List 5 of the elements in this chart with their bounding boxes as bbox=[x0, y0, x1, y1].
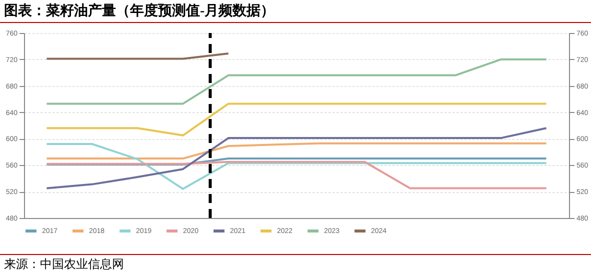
line-series bbox=[46, 143, 548, 190]
line-series bbox=[46, 127, 548, 190]
chart-title: 图表：菜籽油产量（年度预测值-月频数据） bbox=[0, 0, 591, 23]
source-note: 来源：中国农业信息网 bbox=[0, 254, 591, 273]
line-series bbox=[46, 142, 548, 160]
